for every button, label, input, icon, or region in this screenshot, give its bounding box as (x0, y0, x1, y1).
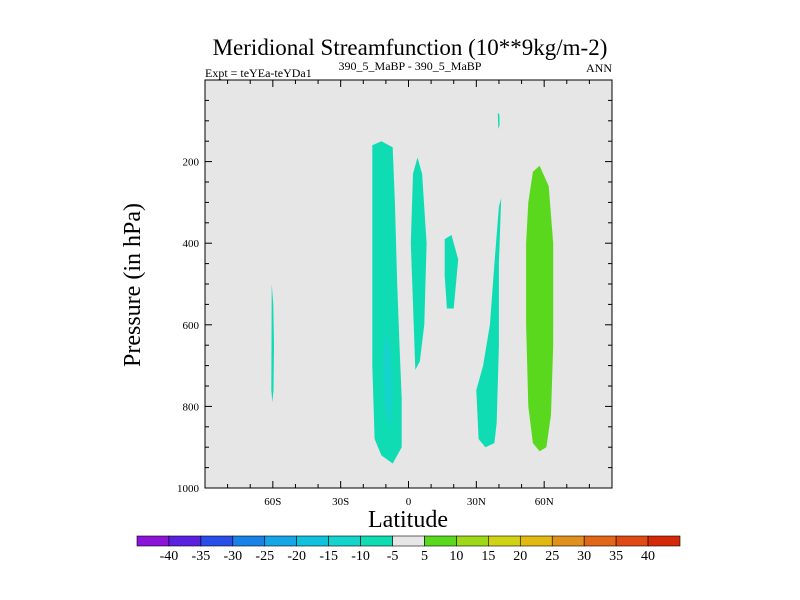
chart-subtitle-center: 390_5_MaBP - 390_5_MaBP (339, 59, 482, 73)
colorbar-label: -15 (319, 549, 338, 564)
colorbar-swatch (488, 535, 521, 547)
contour-region-lat-5n-column (410, 157, 427, 370)
colorbar-swatch (264, 535, 298, 547)
colorbar-swatch (392, 535, 425, 547)
colorbar-label: 40 (641, 549, 655, 564)
chart-title: Meridional Streamfunction (10**9kg/m-2) (213, 35, 608, 60)
colorbar-swatch (456, 535, 489, 547)
y-tick-label: 1000 (177, 483, 200, 495)
x-tick-label: 30N (467, 496, 486, 508)
colorbar-swatch (583, 535, 617, 547)
colorbar-label: 5 (421, 549, 428, 564)
y-tick-label: 400 (183, 238, 200, 250)
colorbar-label: 35 (609, 549, 623, 564)
y-axis: 200 400 600 800 1000 (177, 79, 612, 495)
contour-region-lat-40n-top (497, 112, 500, 129)
y-axis-title: Pressure (in hPa) (120, 203, 146, 367)
colorbar-label: -30 (223, 549, 242, 564)
contour-region-lat-10s-core (383, 333, 393, 427)
colorbar-label: -40 (160, 549, 179, 564)
colorbar-swatch (647, 535, 681, 547)
colorbar-swatch (615, 535, 649, 547)
colorbar-swatch (424, 535, 457, 547)
colorbar-swatch (136, 535, 170, 547)
contour-region-lat-60s-thin (271, 284, 274, 403)
y-tick-label: 600 (183, 320, 200, 332)
colorbar: -40 -35 -30 -25 -20 -15 -10 -5 5 10 15 20 25 30 35 40 (136, 535, 681, 564)
colorbar-label: 30 (577, 549, 591, 564)
colorbar-swatch (296, 535, 329, 547)
colorbar-label: 10 (449, 549, 463, 564)
contour-regions (271, 112, 554, 464)
chart-subtitle-right: ANN (586, 61, 612, 75)
contour-region-lat-35n-column (476, 198, 502, 448)
x-tick-label: 60S (264, 496, 281, 508)
colorbar-label: -10 (351, 549, 370, 564)
y-tick-label: 200 (183, 157, 200, 169)
colorbar-swatch (519, 535, 553, 547)
x-axis-title: Latitude (368, 507, 448, 533)
colorbar-label: -5 (387, 549, 399, 564)
colorbar-label: -20 (287, 549, 306, 564)
colorbar-swatch (360, 535, 393, 547)
contour-region-lat-15s-column (372, 141, 402, 464)
x-tick-label: 60N (535, 496, 554, 508)
x-tick-label: 30S (332, 496, 349, 508)
colorbar-label: -35 (192, 549, 211, 564)
contour-region-lat-60n-column (526, 165, 554, 452)
colorbar-label: 15 (481, 549, 495, 564)
x-tick-label: 0 (406, 496, 412, 508)
colorbar-swatch (328, 535, 361, 547)
colorbar-swatch (200, 535, 234, 547)
colorbar-label: -25 (255, 549, 274, 564)
colorbar-swatch (551, 535, 585, 547)
y-tick-label: 800 (183, 401, 200, 413)
colorbar-swatch (168, 535, 202, 547)
colorbar-swatch (232, 535, 266, 547)
colorbar-label: 20 (513, 549, 527, 564)
chart-subtitle-left: Expt = teYEa-teYDa1 (205, 66, 312, 80)
colorbar-label: 25 (545, 549, 559, 564)
contour-region-lat-18n-blob (444, 235, 459, 309)
x-axis: 60S 30S 0 30N 60N (204, 80, 613, 508)
